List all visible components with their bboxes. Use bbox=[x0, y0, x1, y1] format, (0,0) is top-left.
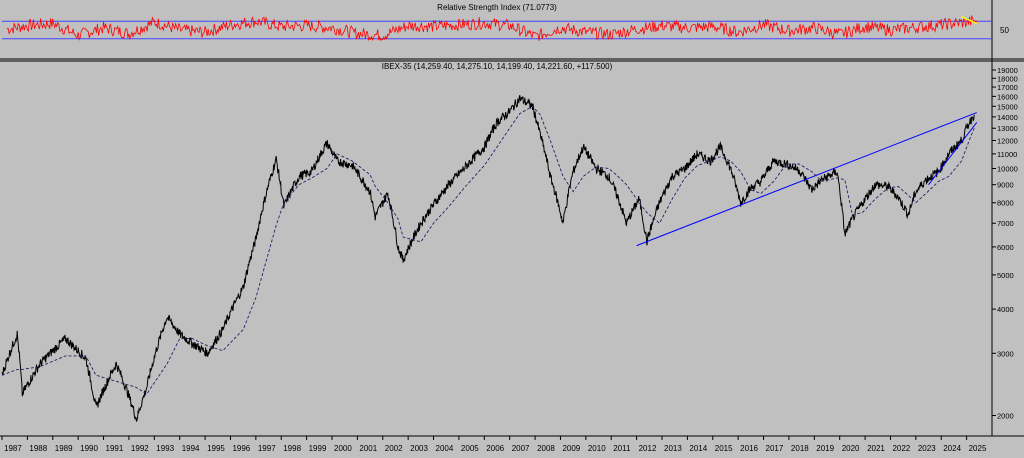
x-tick-label: 1993 bbox=[156, 444, 174, 453]
x-tick-label: 2009 bbox=[562, 444, 580, 453]
y-tick-label: 7000 bbox=[997, 219, 1014, 228]
y-tick-label: 5000 bbox=[997, 271, 1014, 280]
x-tick-label: 2019 bbox=[816, 444, 834, 453]
y-tick-label: 2000 bbox=[997, 412, 1014, 421]
x-tick-label: 2015 bbox=[715, 444, 733, 453]
x-tick-label: 2022 bbox=[892, 444, 910, 453]
x-tick-label: 2021 bbox=[867, 444, 885, 453]
y-tick-label: 17000 bbox=[997, 83, 1018, 92]
y-tick-label: 14000 bbox=[997, 113, 1018, 122]
x-tick-label: 2012 bbox=[639, 444, 657, 453]
rsi-title: Relative Strength Index (71.0773) bbox=[437, 3, 557, 12]
trendline bbox=[636, 112, 977, 247]
x-tick-label: 1987 bbox=[4, 444, 22, 453]
rsi-series-line bbox=[6, 14, 978, 42]
x-tick-label: 2003 bbox=[410, 444, 428, 453]
x-tick-label: 2006 bbox=[486, 444, 504, 453]
y-tick-label: 10000 bbox=[997, 164, 1018, 173]
y-tick-label: 4000 bbox=[997, 305, 1014, 314]
x-tick-label: 1991 bbox=[106, 444, 124, 453]
x-tick-label: 2004 bbox=[436, 444, 454, 453]
x-tick-label: 2007 bbox=[512, 444, 530, 453]
x-tick-label: 2000 bbox=[334, 444, 352, 453]
y-tick-label: 15000 bbox=[997, 102, 1018, 111]
x-tick-label: 2005 bbox=[461, 444, 479, 453]
x-tick-label: 2017 bbox=[766, 444, 784, 453]
y-tick-label: 12000 bbox=[997, 137, 1018, 146]
y-tick-label: 6000 bbox=[997, 243, 1014, 252]
x-tick-label: 2013 bbox=[664, 444, 682, 453]
y-tick-label: 13000 bbox=[997, 124, 1018, 133]
x-tick-label: 2011 bbox=[613, 444, 631, 453]
x-tick-label: 1990 bbox=[80, 444, 98, 453]
x-tick-label: 2024 bbox=[943, 444, 961, 453]
trendline bbox=[928, 122, 978, 185]
x-tick-label: 2025 bbox=[969, 444, 987, 453]
x-tick-label: 2018 bbox=[791, 444, 809, 453]
x-tick-label: 1995 bbox=[207, 444, 225, 453]
x-tick-label: 1999 bbox=[309, 444, 327, 453]
price-title: IBEX-35 (14,259.40, 14,275.10, 14,199.40… bbox=[382, 62, 613, 71]
y-tick-label: 3000 bbox=[997, 349, 1014, 358]
price-series-line bbox=[1, 95, 975, 422]
y-tick-label: 18000 bbox=[997, 74, 1018, 83]
y-tick-label: 16000 bbox=[997, 92, 1018, 101]
x-tick-label: 1989 bbox=[55, 444, 73, 453]
y-tick-label: 11000 bbox=[997, 150, 1017, 159]
y-tick-label: 19000 bbox=[997, 66, 1018, 75]
x-tick-label: 1996 bbox=[232, 444, 250, 453]
x-tick-label: 1988 bbox=[29, 444, 47, 453]
x-tick-label: 2001 bbox=[359, 444, 377, 453]
y-tick-label: 9000 bbox=[997, 181, 1014, 190]
x-tick-label: 2008 bbox=[537, 444, 555, 453]
rsi-annotation-line bbox=[961, 16, 978, 25]
x-tick-label: 2016 bbox=[740, 444, 758, 453]
x-tick-label: 1992 bbox=[131, 444, 149, 453]
x-tick-label: 1994 bbox=[182, 444, 200, 453]
y-tick-label: 8000 bbox=[997, 199, 1014, 208]
x-tick-label: 2023 bbox=[918, 444, 936, 453]
x-tick-label: 2010 bbox=[588, 444, 606, 453]
x-tick-label: 1998 bbox=[283, 444, 301, 453]
x-tick-label: 1997 bbox=[258, 444, 276, 453]
x-tick-label: 2002 bbox=[385, 444, 403, 453]
rsi-tick-label: 50 bbox=[1000, 26, 1009, 35]
x-tick-label: 2014 bbox=[689, 444, 707, 453]
moving-average-line bbox=[1, 105, 975, 395]
x-tick-label: 2020 bbox=[842, 444, 860, 453]
